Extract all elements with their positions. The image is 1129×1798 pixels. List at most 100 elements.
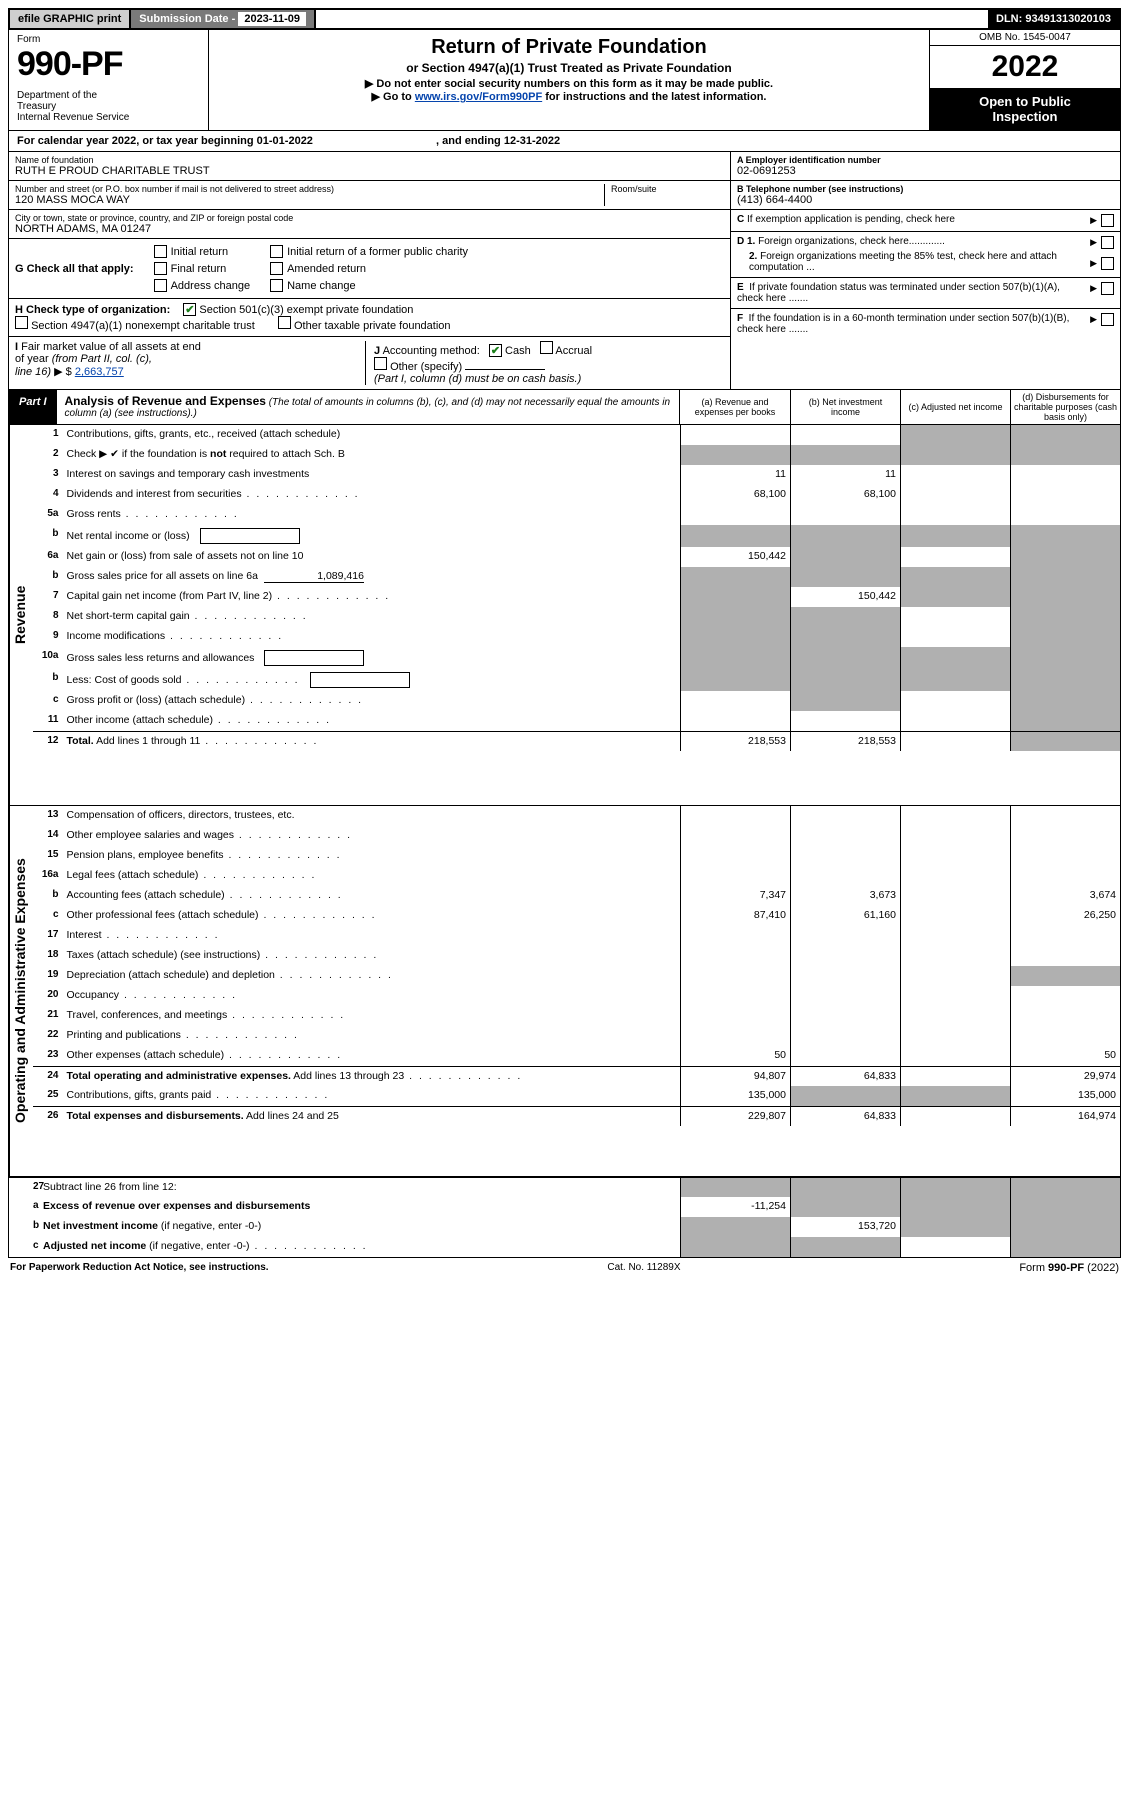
amount-cell [1010, 425, 1120, 445]
col-a-header: (a) Revenue and expenses per books [680, 390, 790, 424]
amount-cell [900, 691, 1010, 711]
amount-cell [680, 691, 790, 711]
city-label: City or town, state or province, country… [15, 213, 724, 223]
checkbox-initial-return[interactable] [154, 245, 167, 258]
amount-cell [680, 505, 790, 525]
amount-cell: 50 [680, 1046, 790, 1066]
amount-cell: 64,833 [790, 1067, 900, 1086]
amount-cell [680, 986, 790, 1006]
checkbox-f[interactable] [1101, 313, 1114, 326]
line-number: 15 [33, 846, 65, 866]
line-description: Taxes (attach schedule) (see instruction… [65, 946, 681, 966]
amount-cell: 29,974 [1010, 1067, 1120, 1086]
line-description: Gross sales price for all assets on line… [65, 567, 681, 587]
form-number: 990-PF [17, 45, 200, 84]
checkbox-name-change[interactable] [270, 279, 283, 292]
form-label: Form [17, 34, 200, 45]
line-description: Gross profit or (loss) (attach schedule) [65, 691, 681, 711]
amount-cell: 218,553 [680, 732, 790, 751]
line-description: Other income (attach schedule) [65, 711, 681, 731]
amount-cell [900, 926, 1010, 946]
amount-cell [790, 946, 900, 966]
amount-cell [790, 1197, 900, 1217]
line-description: Occupancy [65, 986, 681, 1006]
amount-cell [790, 806, 900, 826]
checkbox-other-method[interactable] [374, 357, 387, 370]
checkbox-4947a1[interactable] [15, 316, 28, 329]
line-row: 5aGross rents [33, 505, 1121, 525]
instructions-link[interactable]: www.irs.gov/Form990PF [415, 91, 542, 103]
line-row: 8Net short-term capital gain [33, 607, 1121, 627]
line-number: 3 [33, 465, 65, 485]
line-row: 20Occupancy [33, 986, 1121, 1006]
checkbox-d1[interactable] [1101, 236, 1114, 249]
amount-cell [1010, 1197, 1120, 1217]
line-row: 17Interest [33, 926, 1121, 946]
form-title: Return of Private Foundation [215, 36, 923, 59]
amount-cell: 68,100 [680, 485, 790, 505]
phone-label: B Telephone number (see instructions) [737, 184, 903, 194]
checkbox-address-change[interactable] [154, 279, 167, 292]
line-row: 14Other employee salaries and wages [33, 826, 1121, 846]
checkbox-exemption-pending[interactable] [1101, 214, 1114, 227]
fmv-value[interactable]: 2,663,757 [75, 366, 124, 378]
amount-cell [680, 607, 790, 627]
line-description: Contributions, gifts, grants paid [65, 1086, 681, 1106]
amount-cell [790, 1006, 900, 1026]
e-label: E If private foundation status was termi… [737, 282, 1084, 304]
amount-cell [680, 525, 790, 547]
efile-print-button[interactable]: efile GRAPHIC print [10, 10, 131, 28]
amount-cell [790, 1026, 900, 1046]
checkbox-e[interactable] [1101, 282, 1114, 295]
checkbox-other-taxable[interactable] [278, 316, 291, 329]
amount-cell [790, 966, 900, 986]
amount-cell [790, 1046, 900, 1066]
amount-cell [900, 1107, 1010, 1126]
checkbox-final-return[interactable] [154, 262, 167, 275]
amount-cell [1010, 647, 1120, 669]
amount-cell: -11,254 [680, 1197, 790, 1217]
checkbox-accrual[interactable] [540, 341, 553, 354]
checkbox-d2[interactable] [1101, 257, 1114, 270]
checkbox-cash[interactable] [489, 344, 502, 357]
line-row: bNet rental income or (loss) [33, 525, 1121, 547]
amount-cell [680, 1026, 790, 1046]
amount-cell [790, 525, 900, 547]
form-header: Form 990-PF Department of theTreasuryInt… [8, 30, 1121, 131]
line-number: 4 [33, 485, 65, 505]
amount-cell [900, 1237, 1010, 1257]
line-number: a [9, 1197, 41, 1217]
amount-cell [790, 826, 900, 846]
top-bar: efile GRAPHIC print Submission Date - 20… [8, 8, 1121, 30]
line-row: cAdjusted net income (if negative, enter… [9, 1237, 1120, 1257]
amount-cell [900, 806, 1010, 826]
amount-cell [900, 946, 1010, 966]
amount-cell [900, 711, 1010, 731]
line-row: 9Income modifications [33, 627, 1121, 647]
amount-cell: 218,553 [790, 732, 900, 751]
line-number: b [9, 1217, 41, 1237]
line-description: Gross sales less returns and allowances [65, 647, 681, 669]
line-row: 4Dividends and interest from securities6… [33, 485, 1121, 505]
amount-cell [1010, 505, 1120, 525]
amount-cell [1010, 866, 1120, 886]
checkbox-amended[interactable] [270, 262, 283, 275]
amount-cell [1010, 926, 1120, 946]
city: NORTH ADAMS, MA 01247 [15, 223, 724, 235]
checkbox-501c3[interactable] [183, 303, 196, 316]
amount-cell [680, 445, 790, 465]
amount-cell: 61,160 [790, 906, 900, 926]
amount-cell [790, 1086, 900, 1106]
amount-cell [1010, 525, 1120, 547]
part-i-table: Revenue 1Contributions, gifts, grants, e… [8, 425, 1121, 1258]
line-row: aExcess of revenue over expenses and dis… [9, 1197, 1120, 1217]
amount-cell: 68,100 [790, 485, 900, 505]
amount-cell [790, 986, 900, 1006]
entity-info: Name of foundation RUTH E PROUD CHARITAB… [8, 152, 1121, 390]
line-description: Contributions, gifts, grants, etc., rece… [65, 425, 681, 445]
amount-cell [1010, 1178, 1120, 1197]
submission-date-label: Submission Date - 2023-11-09 [131, 10, 316, 28]
amount-cell [1010, 485, 1120, 505]
checkbox-initial-former[interactable] [270, 245, 283, 258]
line-description: Interest on savings and temporary cash i… [65, 465, 681, 485]
